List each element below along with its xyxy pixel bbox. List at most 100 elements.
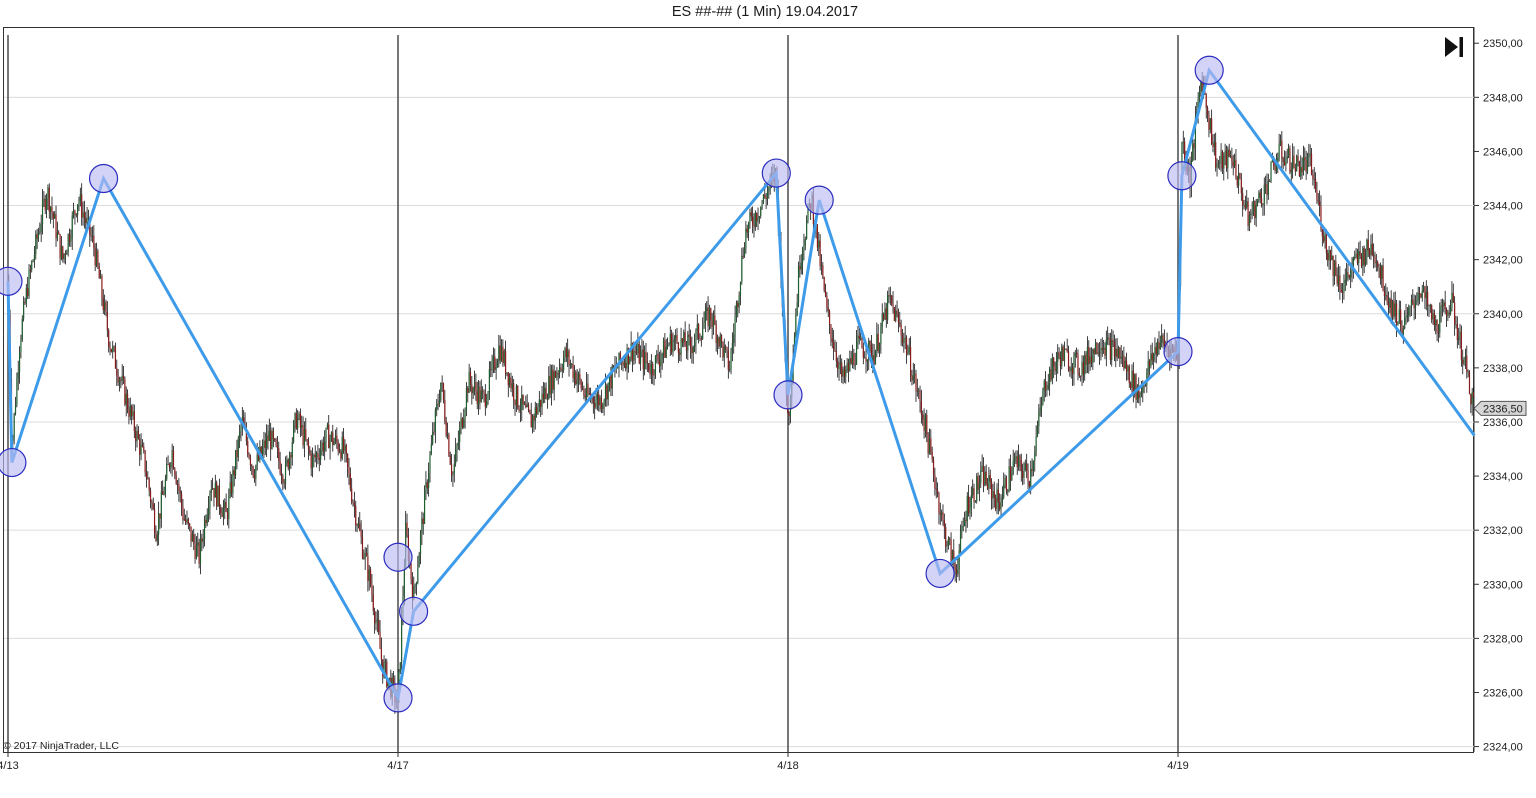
candle-body [595, 399, 597, 408]
candle-body [1205, 94, 1207, 108]
candle-body [448, 434, 450, 456]
candle-body [1252, 201, 1255, 213]
candle-body [642, 349, 644, 370]
candles [8, 71, 1475, 714]
candle-body [1436, 319, 1438, 333]
candle-body [18, 351, 21, 373]
candle-body [233, 470, 235, 476]
candle-body [504, 351, 507, 374]
candle-body [129, 406, 131, 417]
candle-body [1061, 346, 1063, 367]
candle-body [278, 448, 280, 461]
candle-body [147, 477, 149, 480]
candle-body [1420, 293, 1422, 298]
candle-body [1069, 370, 1071, 372]
candle-body [453, 463, 455, 474]
candle-body [518, 407, 520, 411]
candle-body [619, 352, 621, 363]
candle-body [102, 298, 104, 311]
candle-body [186, 518, 188, 523]
candle-body [745, 228, 747, 249]
candle-body [1201, 80, 1203, 92]
candle-body [1140, 392, 1143, 395]
candle-body [1077, 353, 1079, 373]
candle-body [1094, 342, 1097, 355]
candle-body [854, 364, 856, 366]
candle-body [193, 534, 195, 544]
candle-body [247, 440, 249, 455]
candle-body [997, 489, 999, 503]
candle-body [936, 489, 939, 494]
candle-body [1081, 362, 1083, 377]
candle-body [949, 538, 951, 540]
candle-body [563, 357, 565, 370]
candle-body [685, 346, 688, 351]
candle-body [849, 358, 851, 371]
candle-body [471, 384, 473, 394]
candle-body [1111, 339, 1113, 360]
candle-body [649, 370, 651, 375]
candle-body [245, 427, 247, 441]
candle-body [248, 454, 250, 458]
candle-body [367, 555, 369, 581]
candle-body [527, 404, 530, 411]
candle-body [1406, 315, 1408, 317]
candle-body [1220, 151, 1222, 163]
candle-body [673, 339, 675, 342]
candle-body [540, 399, 542, 407]
candle-body [160, 491, 162, 519]
candle-body [33, 254, 36, 261]
candle-body [444, 400, 446, 421]
candle-body [1248, 215, 1251, 226]
scroll-to-end-icon[interactable] [1445, 37, 1463, 57]
candle-body [1470, 394, 1472, 405]
candle-body [753, 224, 755, 228]
candle-body [1286, 156, 1288, 159]
candle-body [1200, 80, 1202, 92]
candle-body [957, 569, 959, 575]
candle-body [533, 415, 535, 421]
candle-body [1088, 347, 1090, 364]
candle-body [24, 301, 26, 304]
candle-body [1103, 347, 1105, 350]
candle-body [631, 343, 634, 361]
candle-body [1324, 233, 1326, 242]
candle-body [517, 385, 519, 408]
candle-body [1215, 142, 1217, 168]
candle-body [479, 386, 481, 402]
candle-body [1078, 372, 1080, 376]
candle-body [31, 261, 33, 270]
candle-body [891, 295, 893, 304]
candle-body [1242, 193, 1244, 206]
candle-body [126, 393, 129, 410]
candle-body [598, 394, 600, 406]
candle-body [460, 418, 462, 429]
candle-body [1410, 299, 1413, 306]
candle-body [1440, 305, 1442, 311]
candle-body [137, 430, 139, 439]
candle-body [766, 191, 769, 200]
candle-body [976, 476, 978, 502]
candle-body [234, 449, 237, 476]
candle-body [240, 426, 242, 432]
candle-body [581, 388, 584, 390]
candle-body [950, 539, 952, 564]
candle-body [1233, 159, 1236, 167]
candle-body [325, 428, 327, 442]
candle-body [1119, 347, 1121, 359]
candle-body [1381, 265, 1383, 279]
candle-body [1085, 354, 1087, 366]
candle-body [297, 417, 299, 429]
candle-body [1359, 251, 1361, 256]
candle-body [953, 550, 955, 565]
candle-body [99, 276, 102, 279]
candle-body [1184, 141, 1186, 162]
candle-body [1008, 466, 1010, 491]
candle-body [118, 379, 121, 383]
candle-body [1155, 346, 1157, 355]
candle-body [550, 369, 553, 395]
candle-body [1116, 348, 1118, 358]
candle-body [1424, 286, 1426, 299]
candle-body [1221, 151, 1224, 169]
